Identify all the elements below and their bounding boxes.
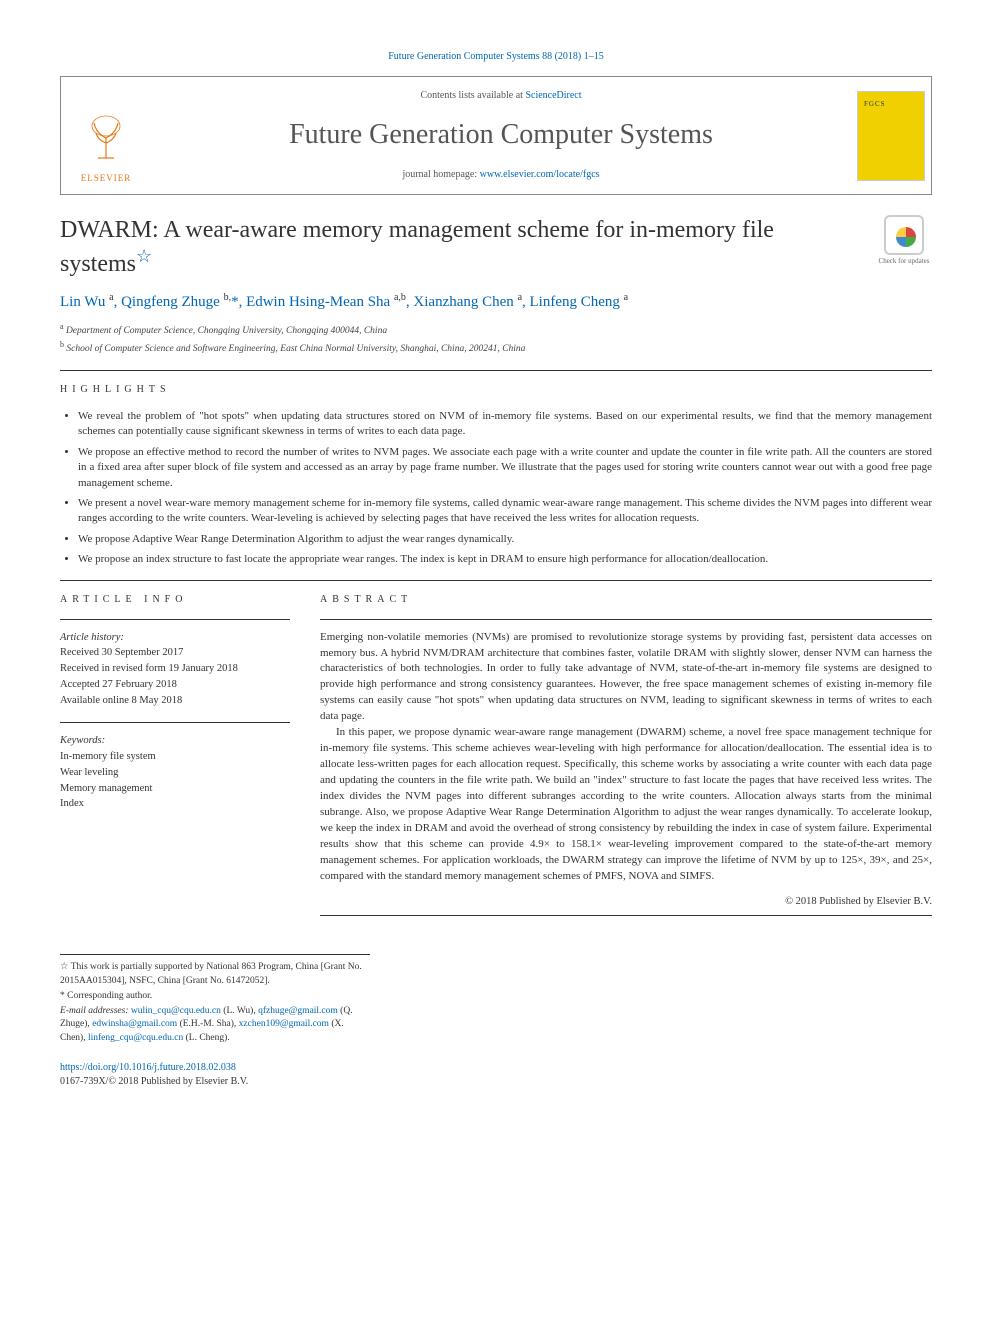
header-center: Contents lists available at ScienceDirec…	[151, 77, 851, 194]
contents-prefix: Contents lists available at	[420, 90, 525, 101]
check-updates-text: Check for updates	[879, 258, 930, 266]
article-info-label: ARTICLE INFO	[60, 593, 290, 607]
homepage-link[interactable]: www.elsevier.com/locate/fgcs	[480, 169, 600, 180]
keyword-item: In-memory file system	[60, 749, 290, 765]
keyword-item: Memory management	[60, 781, 290, 797]
highlight-item: We propose an effective method to record…	[78, 445, 932, 491]
doi-link[interactable]: https://doi.org/10.1016/j.future.2018.02…	[60, 1062, 236, 1073]
abstract-body: Emerging non-volatile memories (NVMs) ar…	[320, 630, 932, 885]
highlight-item: We present a novel wear-ware memory mana…	[78, 496, 932, 527]
highlights-list: We reveal the problem of "hot spots" whe…	[60, 409, 932, 568]
email-link[interactable]: edwinsha@gmail.com	[92, 1019, 177, 1029]
keyword-item: Index	[60, 796, 290, 812]
email-link[interactable]: linfeng_cqu@cqu.edu.cn	[88, 1033, 183, 1043]
title-footnote-star: ☆	[136, 246, 152, 266]
highlight-item: We propose an index structure to fast lo…	[78, 552, 932, 567]
copyright: © 2018 Published by Elsevier B.V.	[320, 895, 932, 910]
email-link[interactable]: xzchen109@gmail.com	[239, 1019, 329, 1029]
abstract-label: ABSTRACT	[320, 593, 932, 607]
author-list: Lin Wu a, Qingfeng Zhuge b,*, Edwin Hsin…	[60, 291, 932, 313]
sciencedirect-link[interactable]: ScienceDirect	[525, 90, 581, 101]
homepage-prefix: journal homepage:	[402, 169, 479, 180]
email-link[interactable]: wulin_cqu@cqu.edu.cn	[131, 1006, 221, 1016]
publisher-name: ELSEVIER	[81, 172, 132, 185]
journal-cover-thumb	[857, 91, 925, 181]
email-link[interactable]: qfzhuge@gmail.com	[258, 1006, 338, 1016]
citation-line: Future Generation Computer Systems 88 (2…	[60, 50, 932, 64]
journal-header: ELSEVIER Contents lists available at Sci…	[60, 76, 932, 195]
highlights-label: HIGHLIGHTS	[60, 383, 932, 397]
highlight-item: We reveal the problem of "hot spots" whe…	[78, 409, 932, 440]
doi: https://doi.org/10.1016/j.future.2018.02…	[60, 1061, 932, 1075]
article-title: DWARM: A wear-aware memory management sc…	[60, 215, 856, 279]
affiliations: a Department of Computer Science, Chongq…	[60, 321, 932, 356]
elsevier-tree-icon	[76, 108, 136, 168]
highlight-item: We propose Adaptive Wear Range Determina…	[78, 532, 932, 547]
publisher-cell: ELSEVIER	[61, 77, 151, 194]
cover-cell	[851, 77, 931, 194]
keywords-block: Keywords: In-memory file systemWear leve…	[60, 733, 290, 812]
article-history: Article history: Received 30 September 2…	[60, 630, 290, 709]
funding-star: ☆	[60, 962, 69, 972]
journal-title: Future Generation Computer Systems	[161, 115, 841, 154]
keyword-item: Wear leveling	[60, 765, 290, 781]
check-updates-badge[interactable]: Check for updates	[876, 215, 932, 266]
footnotes: ☆ This work is partially supported by Na…	[60, 954, 370, 1045]
crossmark-icon	[884, 215, 924, 255]
issn-line: 0167-739X/© 2018 Published by Elsevier B…	[60, 1075, 932, 1089]
